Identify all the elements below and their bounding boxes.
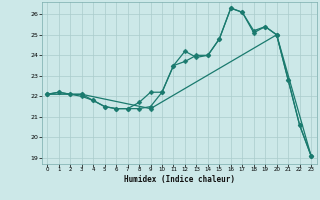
X-axis label: Humidex (Indice chaleur): Humidex (Indice chaleur) xyxy=(124,175,235,184)
